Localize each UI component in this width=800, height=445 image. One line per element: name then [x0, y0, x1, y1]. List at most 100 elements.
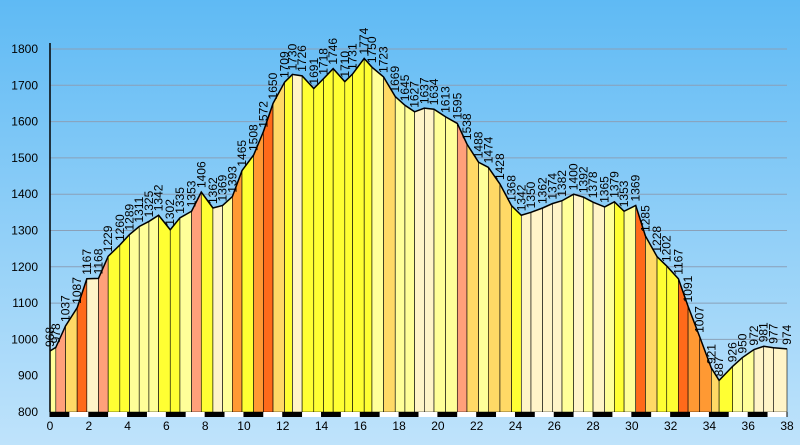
distance-band [593, 412, 613, 417]
data-label: 1362 [206, 177, 220, 204]
data-label: 1289 [123, 203, 137, 230]
data-label: 1365 [598, 176, 612, 203]
segment-fill [313, 78, 324, 413]
data-label: 1353 [617, 180, 631, 207]
data-label: 1508 [247, 124, 261, 151]
distance-band [146, 412, 167, 417]
data-label: 921 [704, 344, 718, 364]
segment-fill [404, 104, 415, 413]
segment-fill [222, 196, 233, 413]
x-tick-label: 10 [237, 419, 251, 433]
segment-fill [583, 196, 594, 413]
data-label: 1669 [388, 66, 402, 93]
x-tick-label: 4 [124, 419, 131, 433]
data-label: 926 [726, 342, 740, 362]
x-tick-label: 20 [431, 419, 445, 433]
data-label: 1311 [132, 196, 146, 222]
segment-fill [623, 204, 637, 413]
data-label: 978 [49, 323, 63, 343]
y-tick-label: 1300 [11, 224, 38, 238]
data-label: 1353 [185, 180, 199, 207]
distance-band [709, 412, 729, 417]
distance-band [205, 412, 225, 417]
data-label: 1645 [398, 74, 412, 101]
data-label: 1335 [173, 187, 187, 214]
segment-fill [371, 66, 384, 413]
data-label: 1167 [80, 249, 94, 275]
x-tick-label: 2 [85, 419, 92, 433]
data-label: 977 [766, 323, 780, 343]
segment-fill [179, 210, 192, 413]
distance-band [767, 412, 787, 417]
segment-fill [488, 166, 501, 413]
segment-fill [394, 95, 406, 413]
overlay: 800 900 1000 1100 1200 1300 1400 1500 1600 1700 18… [11, 27, 794, 433]
x-tick-label: 26 [548, 419, 562, 433]
segment-fill [49, 346, 57, 413]
segment-fill [344, 73, 353, 413]
segment-fill [158, 214, 171, 413]
distance-band [88, 412, 109, 417]
data-label: 950 [735, 333, 749, 353]
segment-fill [573, 193, 584, 413]
data-label: 1325 [142, 190, 156, 217]
data-label: 1007 [693, 306, 707, 333]
x-tick-label: 38 [780, 419, 794, 433]
data-label: 1731 [346, 43, 360, 70]
segment-fill [414, 107, 425, 413]
distance-band [321, 412, 341, 417]
distance-band [263, 412, 283, 417]
distance-band [496, 412, 516, 417]
distance-band [748, 412, 768, 417]
data-label: 1428 [493, 153, 507, 180]
x-tick-label: 22 [470, 419, 484, 433]
segment-fill [552, 200, 563, 413]
data-label: 1572 [256, 101, 270, 128]
data-label: 1637 [417, 77, 431, 104]
data-label: 1726 [295, 45, 309, 72]
data-label: 1392 [576, 166, 590, 193]
data-label: 1374 [545, 173, 559, 200]
segment-fill [352, 57, 365, 413]
segment-fill [561, 193, 574, 413]
segment-fill [284, 73, 293, 413]
data-label: 1091 [681, 275, 695, 302]
distance-band [418, 412, 438, 417]
x-tick-label: 14 [315, 419, 329, 433]
data-label: 1302 [163, 199, 177, 226]
data-label: 1168 [91, 248, 105, 274]
x-tick-label: 36 [742, 419, 756, 433]
segment-fill [253, 131, 264, 413]
distance-band [185, 412, 206, 417]
segment-fill [363, 57, 373, 413]
data-label: 981 [757, 322, 771, 342]
segment-fill [424, 107, 435, 413]
segment-fill [232, 170, 243, 413]
data-label: 1650 [266, 72, 280, 99]
data-label: 1750 [365, 36, 379, 63]
y-tick-label: 1700 [11, 78, 38, 92]
data-label: 1488 [472, 131, 486, 158]
segment-fill [292, 74, 303, 413]
x-tick-label: 16 [354, 419, 368, 433]
distance-band [457, 412, 477, 417]
y-tick-label: 800 [18, 405, 38, 419]
y-tick-label: 1100 [12, 296, 38, 310]
segment-fill [148, 214, 159, 413]
segment-fill [332, 67, 346, 413]
data-label: 1342 [152, 184, 166, 211]
segment-fill [119, 233, 130, 413]
data-label: 1382 [555, 170, 569, 197]
segment-fill [592, 201, 605, 413]
data-label: 1378 [586, 171, 600, 198]
x-tick-label: 12 [276, 419, 290, 433]
data-label: 1167 [671, 249, 685, 275]
y-tick-label: 1800 [11, 42, 38, 56]
x-tick-label: 34 [703, 419, 717, 433]
segment-fill [635, 205, 646, 413]
data-label: 1465 [235, 140, 249, 167]
data-label: 1350 [524, 181, 538, 208]
distance-band [243, 412, 264, 417]
distance-band [282, 412, 303, 417]
segment-fill [445, 116, 458, 413]
